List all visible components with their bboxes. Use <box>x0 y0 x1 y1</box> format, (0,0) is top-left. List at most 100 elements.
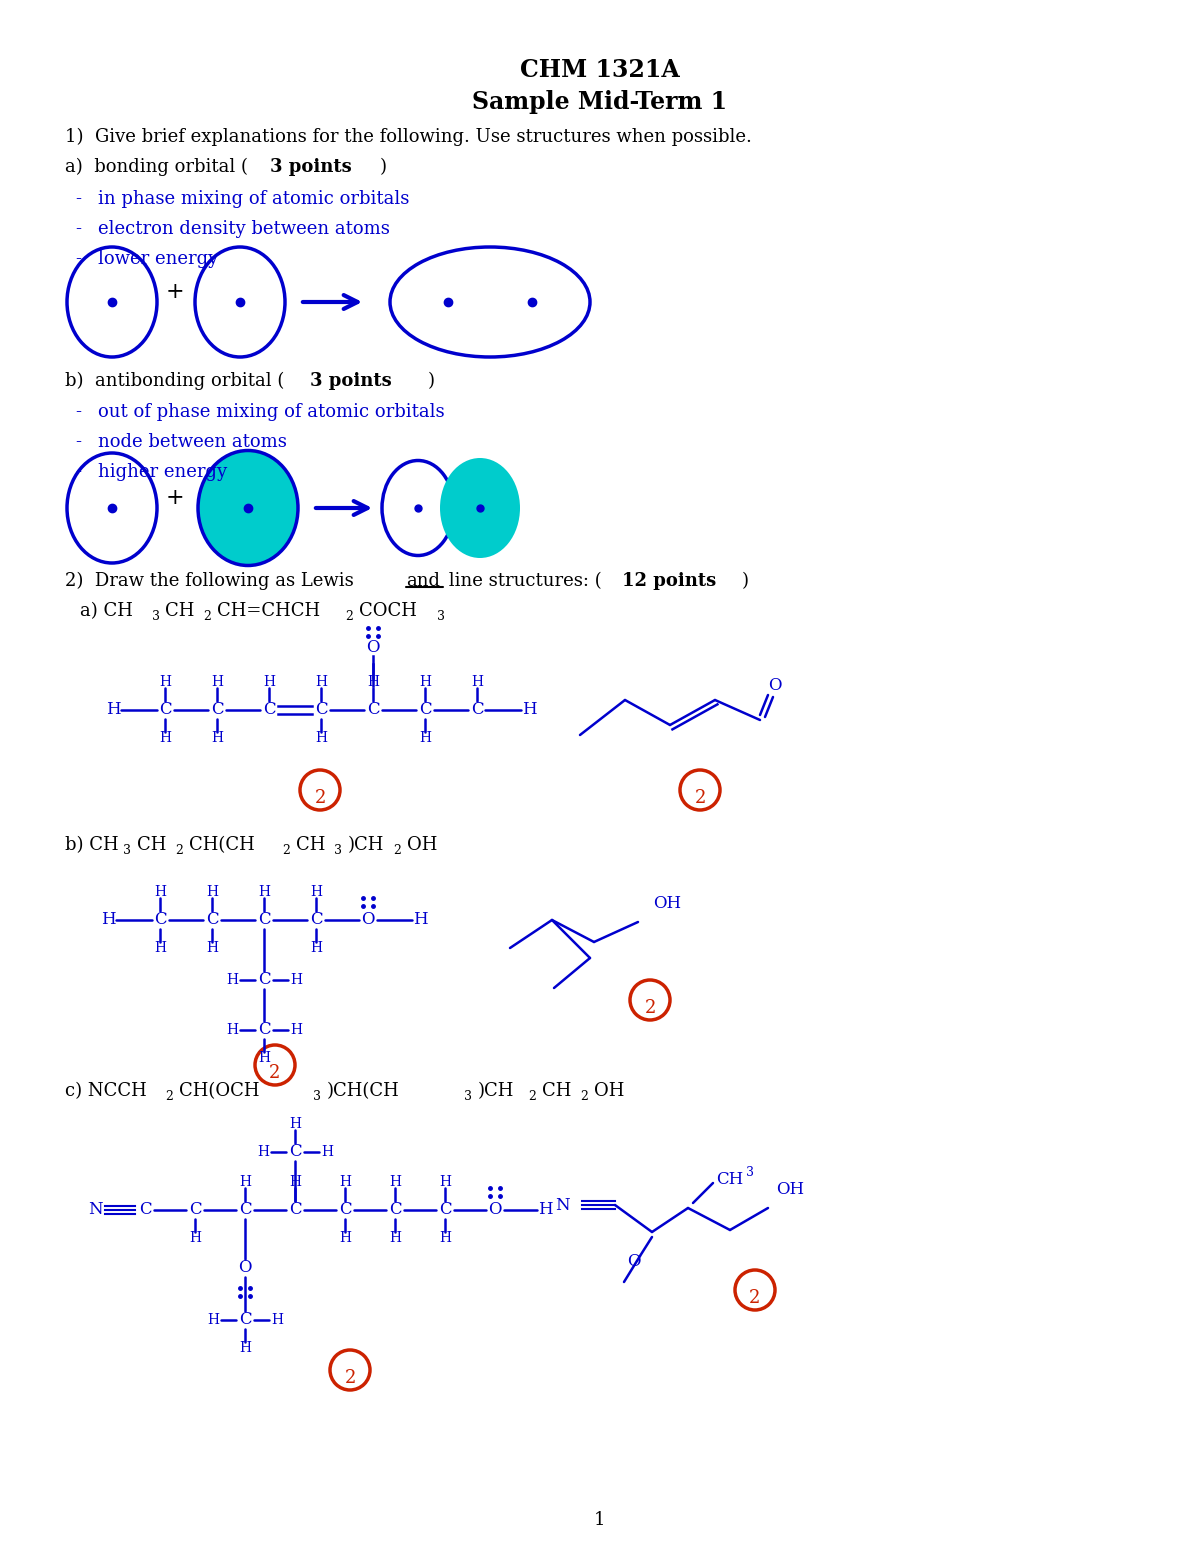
Text: O: O <box>366 640 379 657</box>
Text: C: C <box>205 912 218 929</box>
Text: H: H <box>340 1176 352 1190</box>
Text: H: H <box>271 1312 283 1326</box>
Text: 2: 2 <box>203 610 211 623</box>
Text: H: H <box>208 1312 220 1326</box>
Text: C: C <box>389 1202 401 1219</box>
Text: +: + <box>166 488 185 509</box>
Text: N: N <box>88 1202 102 1219</box>
Text: ): ) <box>428 373 436 390</box>
Text: H: H <box>439 1232 451 1246</box>
Text: higher energy: higher energy <box>98 463 227 481</box>
Text: b)  antibonding orbital (: b) antibonding orbital ( <box>65 373 284 390</box>
Text: 2: 2 <box>394 843 401 857</box>
Text: H: H <box>290 1023 302 1037</box>
Text: C: C <box>439 1202 451 1219</box>
Text: H: H <box>419 676 431 690</box>
Text: H: H <box>239 1176 251 1190</box>
Text: C: C <box>258 1022 270 1039</box>
Text: C: C <box>154 912 167 929</box>
Ellipse shape <box>67 453 157 564</box>
Text: H: H <box>322 1145 334 1159</box>
Text: H: H <box>389 1232 401 1246</box>
Text: -: - <box>74 402 82 421</box>
Text: H: H <box>314 731 326 745</box>
Text: 3: 3 <box>464 1090 472 1103</box>
Text: O: O <box>488 1202 502 1219</box>
Text: H: H <box>290 974 302 988</box>
Text: C: C <box>158 702 172 719</box>
Text: O: O <box>239 1259 252 1277</box>
Text: H: H <box>439 1176 451 1190</box>
Text: 1: 1 <box>594 1511 606 1530</box>
Text: 2: 2 <box>269 1064 281 1082</box>
Text: C: C <box>310 912 323 929</box>
Text: H: H <box>310 941 322 955</box>
Text: H: H <box>367 676 379 690</box>
Text: 2: 2 <box>695 789 706 808</box>
Text: C: C <box>258 912 270 929</box>
Text: CH: CH <box>542 1082 571 1100</box>
Text: H: H <box>158 676 172 690</box>
Text: H: H <box>289 1176 301 1190</box>
Text: CH(CH: CH(CH <box>190 836 254 854</box>
Text: OH: OH <box>594 1082 624 1100</box>
Text: C: C <box>367 702 379 719</box>
Text: H: H <box>522 702 536 719</box>
Text: lower energy: lower energy <box>98 250 218 269</box>
Text: a) CH: a) CH <box>80 603 133 620</box>
Text: H: H <box>226 1023 238 1037</box>
Text: CH: CH <box>296 836 325 854</box>
Text: 2)  Draw the following as Lewis: 2) Draw the following as Lewis <box>65 572 360 590</box>
Text: out of phase mixing of atomic orbitals: out of phase mixing of atomic orbitals <box>98 402 445 421</box>
Text: Sample Mid-Term 1: Sample Mid-Term 1 <box>473 90 727 113</box>
Text: OH: OH <box>653 896 682 913</box>
Text: -: - <box>74 221 82 238</box>
Text: -: - <box>74 463 82 481</box>
Text: H: H <box>239 1340 251 1356</box>
Text: C: C <box>239 1202 251 1219</box>
Text: CH: CH <box>166 603 194 620</box>
Text: O: O <box>768 677 781 694</box>
Text: ): ) <box>742 572 749 590</box>
Text: O: O <box>628 1253 641 1270</box>
Text: H: H <box>101 912 115 929</box>
Text: +: + <box>166 281 185 303</box>
Text: -: - <box>74 189 82 208</box>
Text: C: C <box>188 1202 202 1219</box>
Text: H: H <box>413 912 427 929</box>
Text: OH: OH <box>407 836 437 854</box>
Text: H: H <box>258 1051 270 1065</box>
Text: 2: 2 <box>282 843 290 857</box>
Text: 3: 3 <box>746 1165 754 1179</box>
Text: H: H <box>310 885 322 899</box>
Text: 2: 2 <box>346 610 353 623</box>
Text: 2: 2 <box>344 1370 355 1387</box>
Text: H: H <box>340 1232 352 1246</box>
Text: O: O <box>361 912 374 929</box>
Text: H: H <box>206 885 218 899</box>
Text: H: H <box>258 885 270 899</box>
Text: 3 points: 3 points <box>310 373 391 390</box>
Ellipse shape <box>198 450 298 565</box>
Text: H: H <box>206 941 218 955</box>
Text: C: C <box>258 972 270 989</box>
Text: 2: 2 <box>175 843 182 857</box>
Text: -: - <box>74 433 82 450</box>
Text: )CH(CH: )CH(CH <box>326 1082 400 1100</box>
Text: COCH: COCH <box>359 603 416 620</box>
Text: and: and <box>406 572 440 590</box>
Text: c) NCCH: c) NCCH <box>65 1082 146 1100</box>
Text: 2: 2 <box>644 999 655 1017</box>
Text: H: H <box>211 676 223 690</box>
Text: C: C <box>211 702 223 719</box>
Text: C: C <box>139 1202 151 1219</box>
Text: 12 points: 12 points <box>622 572 716 590</box>
Text: H: H <box>211 731 223 745</box>
Text: H: H <box>226 974 238 988</box>
Text: H: H <box>154 941 166 955</box>
Text: CHM 1321A: CHM 1321A <box>520 57 680 82</box>
Text: H: H <box>389 1176 401 1190</box>
Ellipse shape <box>440 458 520 558</box>
Text: H: H <box>289 1117 301 1131</box>
Text: C: C <box>289 1202 301 1219</box>
